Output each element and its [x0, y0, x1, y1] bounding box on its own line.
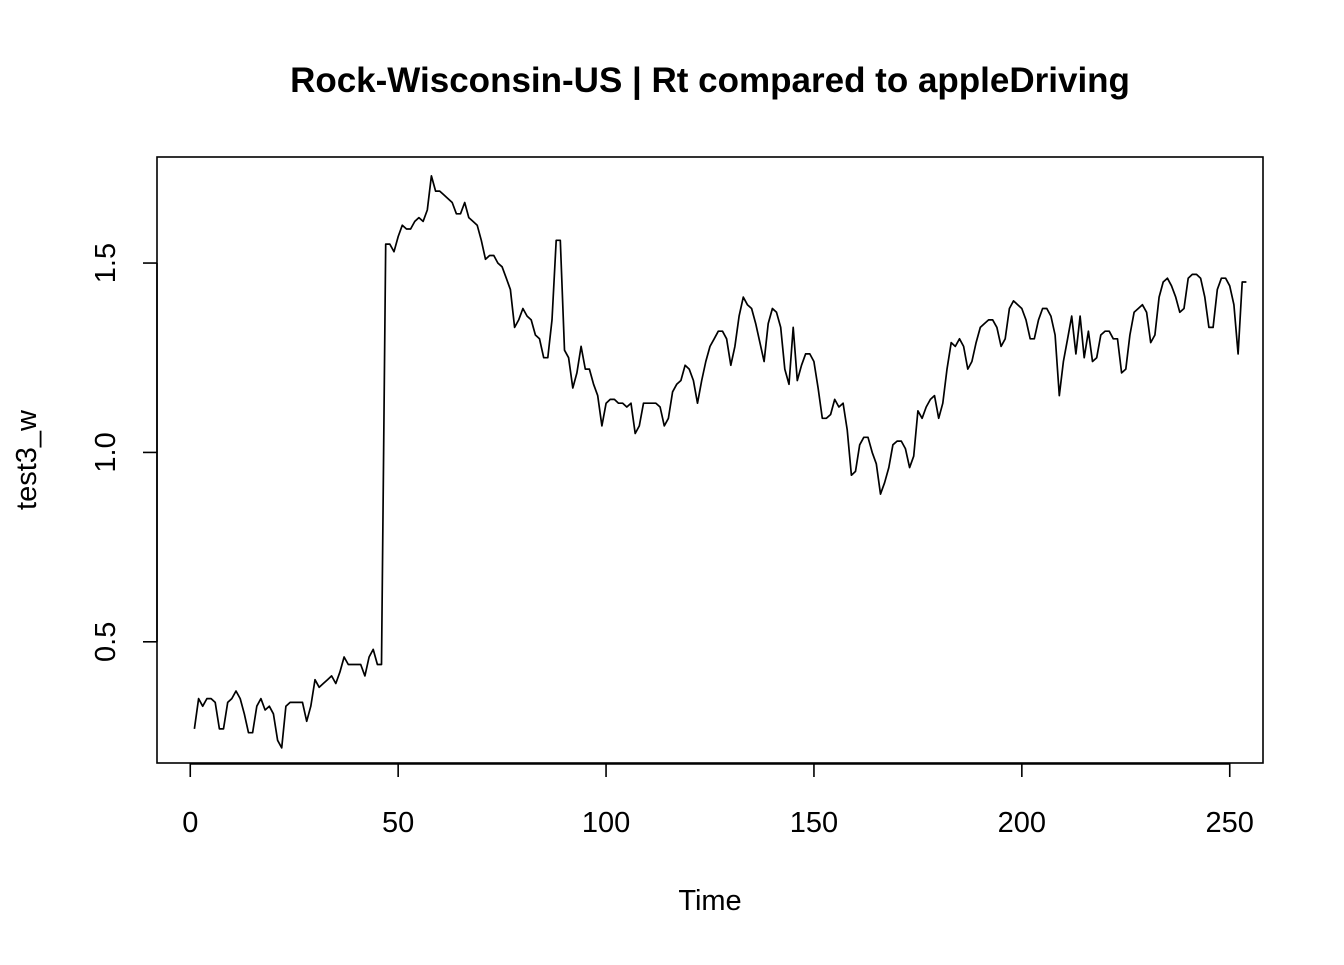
chart-title: Rock-Wisconsin-US | Rt compared to apple…	[290, 61, 1130, 100]
x-tick-label: 0	[182, 807, 198, 839]
x-tick-label: 250	[1206, 807, 1254, 839]
y-axis-label: test3_w	[11, 409, 43, 510]
x-tick-label: 150	[790, 807, 838, 839]
x-tick-label: 100	[582, 807, 630, 839]
x-axis-label: Time	[678, 885, 741, 917]
x-tick-label: 50	[382, 807, 414, 839]
y-tick-label: 1.5	[90, 243, 122, 283]
x-axis: 0 50 100 150 200 250	[182, 763, 1254, 839]
series-line	[193, 175, 1247, 749]
y-axis: 0.5 1.0 1.5	[90, 243, 158, 662]
plot-frame	[156, 156, 1264, 764]
y-tick-label: 1.0	[90, 432, 122, 472]
x-tick-label: 200	[998, 807, 1046, 839]
y-tick-label: 0.5	[90, 622, 122, 662]
